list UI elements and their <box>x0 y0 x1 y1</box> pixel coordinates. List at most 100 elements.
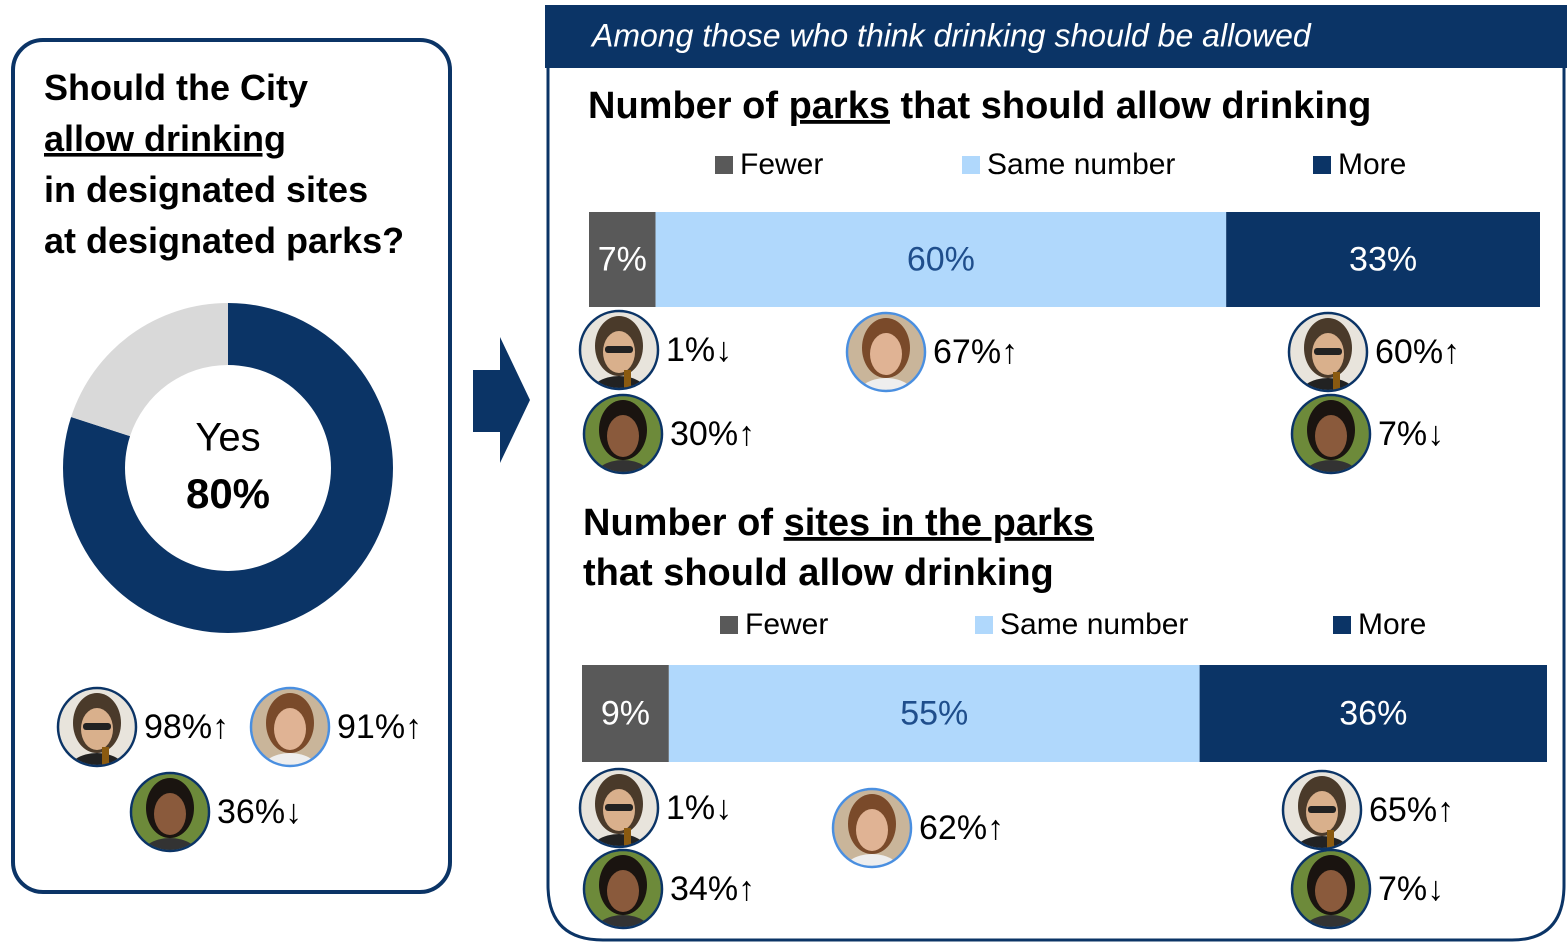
title-part: allow drinking <box>44 118 286 159</box>
bar-segment <box>1199 665 1547 762</box>
icon-ring <box>845 311 927 393</box>
icon-body <box>252 689 328 765</box>
icon-face <box>1315 415 1347 457</box>
persona-icon <box>1281 769 1363 851</box>
persona-stat: 1%↓ <box>666 331 732 369</box>
icon-face <box>607 415 639 457</box>
icon-ring <box>1290 848 1372 930</box>
icon-ring <box>582 848 664 930</box>
icon-ring <box>578 309 660 391</box>
persona-icon <box>582 848 664 930</box>
icon-face <box>607 870 639 912</box>
persona-icon <box>578 309 660 391</box>
title-line: that should allow drinking <box>583 552 1054 594</box>
legend-label: More <box>1338 148 1406 181</box>
icon-face <box>1315 870 1347 912</box>
icon-bottle <box>1333 372 1340 390</box>
icon-glasses <box>605 804 633 811</box>
icon-glasses <box>1308 806 1336 813</box>
title-line: at designated parks? <box>44 220 404 261</box>
icon-body <box>1293 396 1369 472</box>
icon-ring <box>1290 393 1372 475</box>
legend-label: More <box>1358 608 1426 641</box>
bar-value-label: 36% <box>1339 694 1407 732</box>
title-line: allow drinking <box>44 118 286 159</box>
persona-stat: 34%↑ <box>670 870 755 908</box>
icon-face <box>856 809 888 851</box>
title-part: Should the City <box>44 67 308 108</box>
panel-border <box>546 68 1566 942</box>
icon-ring <box>831 787 913 869</box>
bar-segment <box>668 665 1200 762</box>
icon-ring <box>1287 311 1369 393</box>
persona-stat: 65%↑ <box>1369 791 1454 829</box>
icon-bottle <box>624 828 631 846</box>
donut-slice <box>63 303 394 633</box>
persona-icon <box>1290 393 1372 475</box>
title-line: Number of sites in the parks <box>583 502 1094 544</box>
legend-swatch <box>1333 616 1351 634</box>
legend-label: Fewer <box>740 148 823 181</box>
persona-icon <box>578 767 660 849</box>
title-line: Should the City <box>44 67 308 108</box>
icon-body <box>834 790 910 866</box>
persona-stat: 67%↑ <box>933 333 1018 371</box>
banner-bg <box>545 5 1567 68</box>
center-category: Yes <box>195 416 260 460</box>
icon-body <box>848 314 924 390</box>
icon-glasses <box>605 346 633 353</box>
persona-icon <box>129 771 211 853</box>
persona-stat: 62%↑ <box>919 809 1004 847</box>
bar-value-label: 33% <box>1349 240 1417 278</box>
persona-stat: 7%↓ <box>1378 870 1444 908</box>
arrow <box>473 337 530 463</box>
bar-value-label: 55% <box>900 694 968 732</box>
icon-ring <box>56 686 138 768</box>
persona-icon <box>845 311 927 393</box>
icon-bottle <box>624 370 631 388</box>
persona-icon <box>1290 848 1372 930</box>
title-part: Number of <box>588 85 789 127</box>
icon-ring <box>1281 769 1363 851</box>
icon-body <box>132 774 208 850</box>
title-part: that should allow drinking <box>890 85 1371 127</box>
bar-segment <box>655 212 1227 307</box>
persona-icon <box>831 787 913 869</box>
title-part: sites in the parks <box>784 502 1094 544</box>
title-part: in designated sites <box>44 169 368 210</box>
persona-icon <box>249 686 331 768</box>
legend-label: Fewer <box>745 608 828 641</box>
title-line: in designated sites <box>44 169 368 210</box>
legend-swatch <box>720 616 738 634</box>
title-part: parks <box>789 85 890 127</box>
legend-swatch <box>962 156 980 174</box>
title-part: that should allow drinking <box>583 552 1054 594</box>
center-value: 80% <box>186 470 270 517</box>
bar-value-label: 7% <box>598 240 647 278</box>
bar-value-label: 9% <box>601 694 650 732</box>
legend-swatch <box>1313 156 1331 174</box>
title-part: Number of <box>583 502 784 544</box>
icon-bottle <box>1327 830 1334 848</box>
legend-label: Same number <box>987 148 1175 181</box>
icon-face <box>274 708 306 750</box>
banner: Among those who think drinking should be… <box>590 17 1312 53</box>
icon-body <box>59 689 135 765</box>
bar-segment <box>589 212 656 307</box>
title-line: Number of parks that should allow drinki… <box>588 85 1371 127</box>
legend-swatch <box>715 156 733 174</box>
icon-bottle <box>102 747 109 765</box>
donut-slice <box>71 303 228 437</box>
persona-icon <box>56 686 138 768</box>
persona-stat: 1%↓ <box>666 789 732 827</box>
persona-stat: 60%↑ <box>1375 333 1460 371</box>
icon-ring <box>578 767 660 849</box>
icon-body <box>585 396 661 472</box>
persona-icon <box>582 393 664 475</box>
icon-glasses <box>1314 348 1342 355</box>
legend-label: Same number <box>1000 608 1188 641</box>
persona-stat: 36%↓ <box>217 793 302 831</box>
persona-stat: 98%↑ <box>144 708 229 746</box>
persona-stat: 30%↑ <box>670 415 755 453</box>
